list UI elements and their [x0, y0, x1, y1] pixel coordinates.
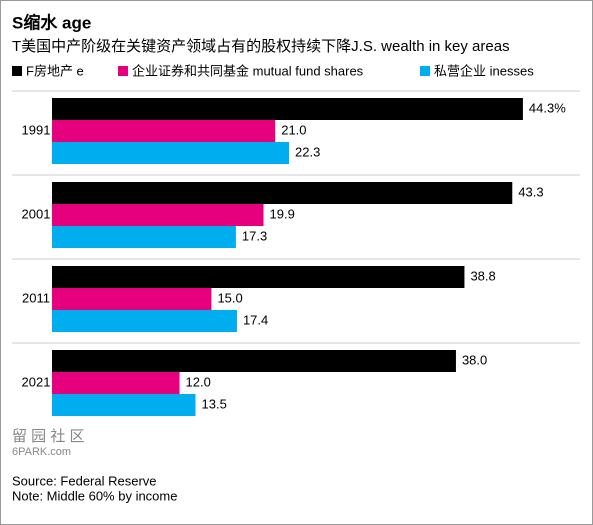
value-label: 12.0	[186, 374, 211, 389]
bar	[52, 310, 237, 332]
value-label: 19.9	[270, 206, 295, 221]
bar	[52, 372, 180, 394]
value-label: 21.0	[281, 122, 306, 137]
value-label: 17.3	[242, 228, 267, 243]
bar	[52, 394, 196, 416]
legend-swatch	[420, 66, 430, 76]
bar	[52, 266, 465, 288]
legend-label: F房地产 e	[26, 63, 84, 78]
value-label: 43.3	[518, 184, 543, 199]
watermark: 6PARK.com	[12, 446, 71, 458]
value-label: 13.5	[202, 396, 227, 411]
bar	[52, 120, 276, 142]
bar	[52, 182, 513, 204]
category-label: 1991	[22, 122, 51, 137]
value-label: 44.3%	[529, 100, 566, 115]
legend-swatch	[118, 66, 128, 76]
chart-subtitle: T美国中产阶级在关键资产领域占有的股权持续下降J.S. wealth in ke…	[12, 38, 510, 55]
value-label: 38.0	[462, 352, 487, 367]
bar	[52, 98, 523, 120]
chart-title: S缩水 age	[12, 12, 91, 32]
bar	[52, 288, 212, 310]
bar	[52, 204, 264, 226]
category-label: 2011	[22, 290, 50, 305]
note: Note: Middle 60% by income	[12, 488, 177, 503]
value-label: 15.0	[217, 290, 242, 305]
legend-label: 企业证券和共同基金 mutual fund shares	[132, 63, 364, 78]
bar	[52, 350, 456, 372]
value-label: 17.4	[243, 312, 268, 327]
watermark: 留 园 社 区	[12, 428, 85, 445]
category-label: 2021	[22, 374, 51, 389]
legend-label: 私营企业 inesses	[434, 63, 534, 78]
source: Source: Federal Reserve	[12, 473, 157, 488]
category-label: 2001	[22, 206, 51, 221]
value-label: 22.3	[295, 144, 320, 159]
bar	[52, 142, 290, 164]
legend-swatch	[12, 66, 22, 76]
value-label: 38.8	[470, 268, 495, 283]
bar	[52, 226, 236, 248]
